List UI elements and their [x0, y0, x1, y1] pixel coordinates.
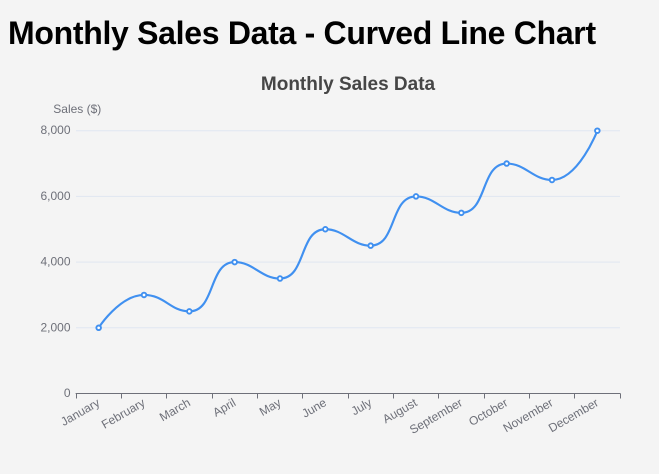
svg-text:2,000: 2,000 — [40, 320, 70, 334]
svg-text:6,000: 6,000 — [40, 189, 70, 203]
svg-text:Sales ($): Sales ($) — [53, 102, 101, 116]
svg-text:January: January — [58, 395, 102, 428]
svg-text:February: February — [99, 395, 148, 431]
svg-text:0: 0 — [64, 386, 71, 400]
svg-text:March: March — [157, 395, 193, 424]
svg-text:8,000: 8,000 — [40, 123, 70, 137]
svg-text:July: July — [349, 395, 374, 418]
svg-text:November: November — [501, 395, 556, 435]
svg-text:May: May — [257, 395, 284, 418]
svg-text:4,000: 4,000 — [40, 255, 70, 269]
svg-text:December: December — [546, 395, 601, 435]
svg-text:Monthly Sales Data: Monthly Sales Data — [261, 74, 436, 95]
svg-text:June: June — [299, 395, 329, 420]
svg-text:April: April — [210, 395, 238, 419]
